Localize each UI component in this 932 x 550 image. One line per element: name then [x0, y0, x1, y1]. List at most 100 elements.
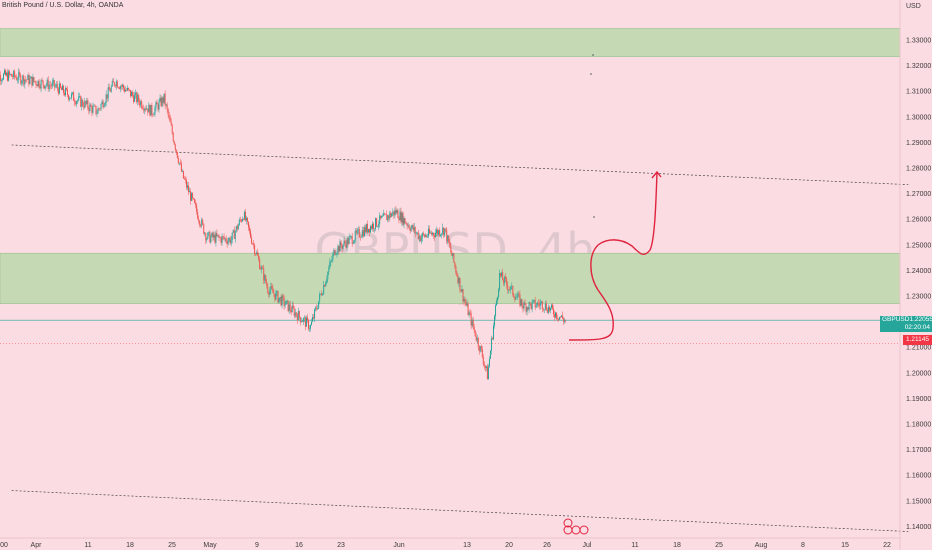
candle-body [469, 312, 471, 314]
candle-body [514, 297, 516, 300]
candle-body [257, 252, 259, 256]
candle-body [15, 76, 17, 78]
candle-body [277, 291, 279, 303]
candle-body [557, 318, 559, 320]
candle-body [95, 105, 97, 115]
candle-body [73, 92, 75, 101]
candle-body [346, 238, 348, 248]
candle-body [109, 90, 111, 92]
time-axis[interactable]: :00 Apr 11 18 25 May 9 16 23 Jun 13 20 26 Jul 11 18 25 Au… [0, 537, 900, 549]
candle-body [524, 302, 526, 305]
candle-body [12, 76, 14, 78]
candle-body [203, 223, 205, 234]
candle-body [222, 236, 224, 237]
candle-body [539, 302, 541, 306]
candle-body [529, 302, 531, 304]
candle-body [79, 96, 81, 97]
candle-body [282, 295, 284, 298]
candle-body [561, 315, 563, 318]
candle-body [44, 86, 46, 89]
candle-body [318, 301, 320, 309]
currency-label: USD [906, 3, 921, 10]
candle-body [111, 80, 113, 87]
candle-body [516, 296, 518, 298]
forecast-drawing[interactable] [568, 170, 662, 341]
candle-body [280, 297, 282, 306]
forecast-arrow-head[interactable] [651, 170, 662, 179]
zone-1[interactable] [0, 28, 901, 57]
candle-body [108, 87, 110, 91]
candle-body [504, 276, 506, 284]
candle-body [63, 92, 65, 96]
candle-body [245, 217, 247, 221]
candle-body [443, 227, 445, 236]
candle-body [372, 223, 374, 229]
symbol-title[interactable]: British Pound / U.S. Dollar, 4h, OANDA [2, 2, 124, 9]
candle-body [103, 105, 105, 108]
time-tick-label: 18 [126, 542, 134, 549]
candle-body [50, 85, 52, 87]
candle-body [114, 85, 116, 87]
candle-body [490, 338, 492, 351]
candle-body [175, 149, 177, 152]
candle-body [253, 243, 255, 245]
candle-body [461, 289, 463, 292]
candle-body [353, 240, 355, 243]
zone-2[interactable] [0, 252, 901, 304]
candle-body [99, 108, 101, 110]
candle-body [180, 163, 182, 172]
candle-body [297, 311, 299, 321]
candle-body [232, 229, 234, 233]
candle-body [168, 115, 170, 118]
candle-body [436, 229, 438, 233]
candle-body [467, 303, 469, 316]
candle-body [205, 233, 207, 241]
candle-body [213, 234, 215, 238]
candle-body [326, 279, 328, 283]
candle-body [442, 227, 444, 234]
trendline-1[interactable] [11, 144, 909, 185]
trend-lines[interactable] [0, 144, 909, 532]
candle-body [32, 77, 34, 86]
supply-demand-zones[interactable] [0, 28, 901, 304]
candle-body [252, 243, 254, 245]
candle-body [531, 301, 533, 309]
price-tick-label: 1.32000 [906, 63, 931, 70]
candle-body [317, 308, 319, 310]
candle-body [224, 238, 226, 239]
candle-body [164, 93, 166, 106]
candle-body [513, 294, 515, 298]
candle-body [489, 350, 491, 359]
candle-body [322, 293, 324, 296]
candle-body [70, 97, 72, 99]
price-tick-label: 1.31000 [906, 89, 931, 96]
candle-body [376, 218, 378, 227]
candle-body [356, 230, 358, 233]
candle-body [190, 191, 192, 201]
time-tick-label: 23 [337, 542, 345, 549]
candle-body [562, 315, 564, 319]
candle-body [338, 245, 340, 252]
forecast-path[interactable] [568, 171, 658, 341]
candle-body [200, 224, 202, 227]
candle-body [407, 225, 409, 226]
event-marker-icon[interactable] [563, 518, 589, 535]
candle-body [462, 289, 464, 302]
candle-body [547, 306, 549, 313]
candle-body [426, 236, 428, 237]
candle-body [512, 285, 514, 295]
time-tick-label: May [203, 542, 217, 549]
candle-body [542, 308, 544, 310]
candle-body [528, 302, 530, 310]
candle-body [226, 241, 228, 244]
price-axis[interactable]: USD [899, 0, 921, 550]
candle-body [389, 212, 391, 219]
candle-body [374, 228, 376, 230]
candle-body [497, 296, 499, 301]
time-tick-label: 13 [463, 542, 471, 549]
candle-body [305, 317, 307, 327]
candle-body [127, 87, 128, 91]
trendline-2[interactable] [11, 490, 909, 532]
candle-body [172, 133, 174, 142]
